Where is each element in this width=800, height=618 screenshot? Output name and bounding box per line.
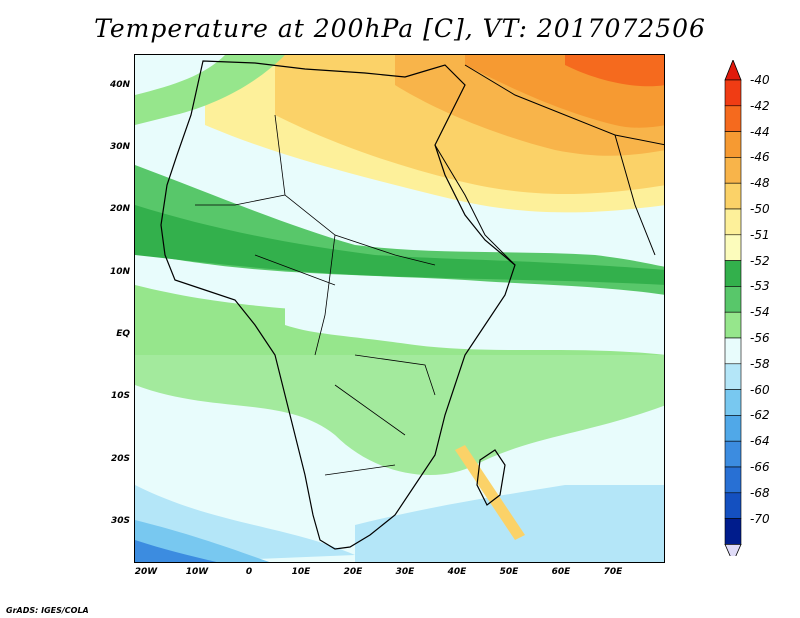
africa-coastline <box>160 60 516 550</box>
band-51 <box>135 205 664 285</box>
lon-label-10e: 10E <box>291 567 311 577</box>
lat-label-20n: 20N <box>109 204 130 214</box>
lon-label-60e: 60E <box>551 567 571 577</box>
colorbar-label: -46 <box>750 150 770 165</box>
band-42 <box>565 55 664 87</box>
lat-label-30s: 30S <box>110 516 130 526</box>
colorbar <box>724 60 742 556</box>
cold-core-southwest <box>135 540 217 562</box>
colorbar-label: -42 <box>750 98 770 113</box>
lat-label-20s: 20S <box>110 454 130 464</box>
temperature-map <box>135 55 664 562</box>
colorbar-swatch <box>724 182 742 210</box>
colorbar-label: -50 <box>750 202 770 216</box>
lat-label-eq: EQ <box>116 329 130 339</box>
colorbar-label: -52 <box>750 253 770 268</box>
colorbar-label: -48 <box>750 176 770 191</box>
colorbar-swatch <box>724 466 742 494</box>
colorbar-label: -70 <box>750 511 770 526</box>
colorbar-label: -40 <box>750 73 770 87</box>
colorbar-label: -64 <box>750 434 770 449</box>
colorbar-label: -60 <box>750 382 770 397</box>
colorbar-swatch <box>724 286 742 313</box>
colorbar-swatch <box>724 79 742 107</box>
colorbar-top-arrow <box>724 60 742 81</box>
colorbar-swatch <box>724 389 742 416</box>
colorbar-swatch <box>724 337 742 365</box>
lat-label-30n: 30N <box>109 142 130 152</box>
lat-label-10n: 10N <box>109 267 130 277</box>
colorbar-label: -54 <box>750 305 770 320</box>
lon-label-50e: 50E <box>499 567 519 577</box>
map-area <box>134 54 665 563</box>
lat-label-40n: 40N <box>109 80 130 90</box>
colorbar-label: -44 <box>750 124 770 139</box>
madagascar-coastline <box>476 449 506 506</box>
colorbar-swatch <box>724 260 742 287</box>
colorbar-swatch <box>724 415 742 442</box>
colorbar-label: -56 <box>750 331 770 345</box>
colorbar-swatch <box>724 492 742 519</box>
lon-label-30e: 30E <box>395 567 415 577</box>
lon-label-40e: 40E <box>447 567 467 577</box>
india-coast <box>614 134 656 256</box>
colorbar-swatch <box>724 157 742 184</box>
colorbar-swatch <box>724 234 742 261</box>
lat-label-10s: 10S <box>110 391 130 401</box>
colorbar-label: -68 <box>750 485 770 500</box>
lon-label-20e: 20E <box>343 567 363 577</box>
colorbar-label: -58 <box>750 356 770 371</box>
country-borders <box>195 114 436 476</box>
equatorial-band <box>285 278 664 355</box>
colorbar-bottom-arrow <box>724 543 742 556</box>
colorbar-swatch <box>724 518 742 545</box>
colorbar-label: -66 <box>750 460 770 474</box>
colorbar-label: -53 <box>750 279 770 294</box>
colorbar-swatch <box>724 363 742 390</box>
lon-label-20w: 20W <box>134 567 158 577</box>
map-title: Temperature at 200hPa [C], VT: 201707250… <box>94 14 706 43</box>
colorbar-swatch <box>724 311 742 339</box>
footer-credit: GrADS: IGES/COLA <box>6 606 89 615</box>
colorbar-label: -62 <box>750 408 770 423</box>
band-53 <box>135 355 664 475</box>
warm-strip-southeast <box>455 445 525 540</box>
colorbar-swatch <box>724 440 742 468</box>
lon-label-0: 0 <box>245 567 253 577</box>
colorbar-swatch <box>724 105 742 132</box>
lon-label-10w: 10W <box>185 567 209 577</box>
colorbar-swatch <box>724 131 742 158</box>
colorbar-label: -51 <box>750 227 770 242</box>
lon-label-70e: 70E <box>603 567 623 577</box>
asia-border <box>464 64 664 146</box>
red-sea-line <box>434 144 516 266</box>
colorbar-swatch <box>724 208 742 236</box>
